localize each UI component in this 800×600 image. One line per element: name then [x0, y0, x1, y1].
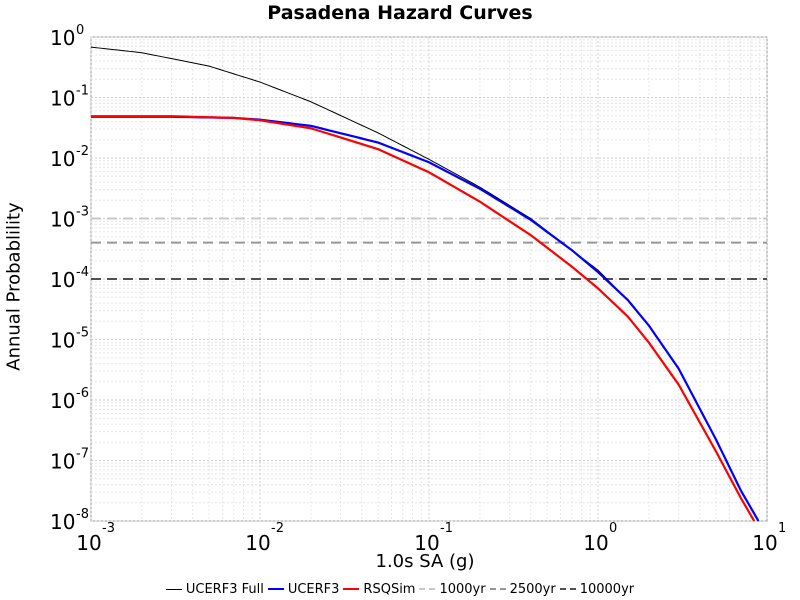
y-tick-base: 10 [50, 26, 75, 50]
y-tick-exponent: -7 [76, 447, 89, 462]
y-tick-label: 10 -7 [50, 447, 89, 474]
y-tick-label: 10 -6 [50, 386, 89, 413]
legend-swatch [267, 588, 284, 590]
legend-swatch [165, 589, 182, 590]
legend-label: RSQSim [363, 581, 416, 597]
legend-item-ucerf3-full: UCERF3 Full [165, 582, 264, 597]
x-tick-exponent: -2 [271, 521, 284, 536]
x-tick-exponent: -3 [102, 521, 115, 536]
x-tick-label: 10-3 [76, 521, 115, 555]
legend-label: 10000yr [579, 581, 635, 597]
legend-swatch [343, 588, 360, 590]
reference-lines [91, 217, 767, 280]
legend-item-ucerf3: UCERF3 [267, 581, 340, 597]
y-tick-base: 10 [50, 268, 75, 292]
x-tick-base: 10 [583, 531, 608, 555]
y-tick-exponent: -5 [76, 326, 89, 341]
legend-swatch [489, 588, 506, 590]
y-tick-label: 10 -3 [50, 205, 89, 232]
x-axis-label: 1.0s SA (g) [375, 551, 475, 572]
y-tick-exponent: 0 [76, 23, 84, 38]
y-tick-exponent: -8 [76, 507, 89, 522]
y-tick-exponent: -4 [76, 265, 89, 280]
x-tick-base: 10 [245, 531, 270, 555]
curve-rsqsim [91, 115, 756, 522]
y-tick-label: 10 -4 [50, 265, 89, 292]
legend-swatch [419, 588, 436, 590]
y-tick-label: 10 -8 [50, 507, 89, 534]
legend-label: 2500yr [509, 581, 556, 597]
x-tick-exponent: -1 [440, 521, 453, 536]
legend-item-2500yr: 2500yr [489, 581, 556, 597]
y-tick-exponent: -2 [76, 144, 89, 159]
y-tick-label: 10 -1 [50, 84, 89, 111]
y-tick-label: 10 0 [50, 23, 84, 50]
y-tick-base: 10 [50, 87, 75, 111]
x-tick-label: 10-2 [245, 521, 284, 555]
legend-label: UCERF3 Full [185, 582, 264, 597]
chart-title: Pasadena Hazard Curves [267, 2, 533, 24]
y-tick-base: 10 [50, 208, 75, 232]
legend-item-10000yr: 10000yr [559, 581, 635, 597]
legend-label: 1000yr [439, 581, 486, 597]
legend-item-rsqsim: RSQSim [343, 582, 415, 597]
y-tick-base: 10 [50, 510, 75, 534]
legend-item-1000yr: 1000yr [419, 581, 486, 597]
legend-swatch [559, 588, 576, 590]
x-tick-base: 10 [76, 531, 101, 555]
y-tick-exponent: -3 [76, 205, 89, 220]
x-tick-base: 10 [752, 531, 777, 555]
legend: UCERF3 Full UCERF3 RSQSim 1000yr 2500yr 10000… [0, 579, 800, 597]
y-tick-base: 10 [50, 147, 75, 171]
x-tick-exponent: 1 [778, 521, 786, 536]
y-tick-base: 10 [50, 450, 75, 474]
x-tick-label: 10-1 [414, 521, 453, 555]
x-tick-label: 101 [752, 521, 786, 555]
y-tick-exponent: -6 [76, 386, 89, 401]
y-tick-base: 10 [50, 389, 75, 413]
y-tick-base: 10 [50, 329, 75, 353]
y-axis-label: Annual Probablility [3, 202, 25, 371]
x-tick-exponent: 0 [609, 521, 617, 536]
x-tick-label: 100 [583, 521, 617, 555]
legend-label: UCERF3 [287, 581, 340, 597]
y-tick-exponent: -1 [76, 84, 89, 99]
y-tick-label: 10 -5 [50, 326, 89, 353]
hazard-curves [90, 46, 760, 522]
y-tick-label: 10 -2 [50, 144, 89, 171]
x-tick-base: 10 [414, 531, 439, 555]
